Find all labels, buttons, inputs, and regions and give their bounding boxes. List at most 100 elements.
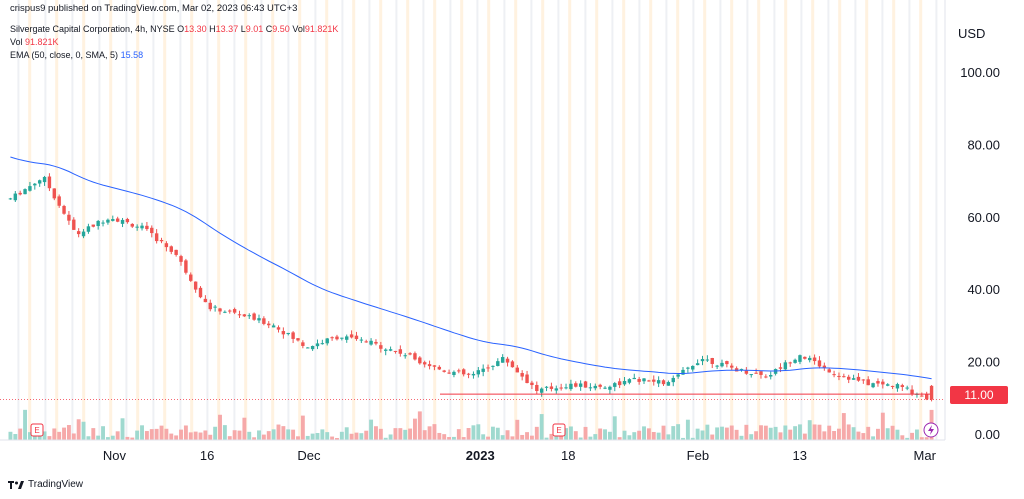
volume-bar [242, 417, 247, 440]
volume-bar [749, 434, 754, 440]
tradingview-footer[interactable]: TradingView [8, 479, 83, 490]
candle-body [554, 388, 558, 391]
volume-bar [593, 434, 598, 440]
volume-bar [403, 429, 408, 440]
candle-body [924, 394, 929, 400]
symbol-legend[interactable]: Silvergate Capital Corporation, 4h, NYSE… [10, 23, 338, 35]
volume-bar [252, 437, 257, 440]
candle-body [218, 308, 222, 312]
volume-bar [62, 427, 66, 440]
volume-bar [700, 430, 705, 440]
candle-body [76, 231, 81, 235]
volume-bar [681, 437, 685, 440]
session-stripe [784, 0, 788, 440]
svg-text:E: E [34, 426, 39, 435]
candle-body [583, 381, 588, 388]
volume-bar [807, 420, 812, 440]
candle-body [174, 249, 178, 255]
candle-body [345, 336, 349, 340]
volume-bar [257, 430, 261, 440]
volume-bar [427, 426, 432, 440]
volume-bar [339, 431, 344, 440]
y-tick-label: 80.00 [967, 137, 1000, 152]
volume-bar [261, 434, 266, 440]
candle-body [764, 376, 768, 378]
ema-legend[interactable]: EMA (50, close, 0, SMA, 5) 15.58 [10, 49, 143, 61]
candle-body [306, 347, 310, 349]
candle-body [759, 371, 763, 375]
candle-body [535, 384, 539, 391]
volume-bar [442, 434, 447, 440]
candle-body [150, 227, 154, 234]
y-tick-label: 100.00 [960, 65, 1000, 80]
candle-body [510, 361, 515, 368]
candle-body [744, 370, 749, 374]
volume-bar [13, 434, 18, 440]
candle-body [476, 370, 481, 375]
volume-bar [646, 428, 651, 440]
lightning-icon[interactable] [923, 422, 939, 438]
time-axis[interactable]: Nov 16 Dec 2023 18 Feb 13 Mar [103, 448, 937, 463]
volume-bar [607, 431, 612, 440]
session-stripe [730, 0, 734, 440]
ema-line [10, 156, 932, 380]
volume-bar [724, 427, 729, 440]
earnings-marker-e-1[interactable]: E [30, 423, 44, 437]
volume-bar [793, 426, 798, 440]
volume-bar [895, 429, 900, 440]
volume-bar [364, 430, 369, 440]
volume-bar [529, 435, 534, 440]
candle-body [817, 360, 822, 367]
candle-body [632, 377, 636, 380]
volume-legend[interactable]: Vol 91.821K [10, 36, 59, 48]
candle-body [749, 374, 753, 376]
volume-bar [369, 419, 374, 440]
candle-body [617, 381, 622, 386]
candle-body [885, 384, 890, 386]
volume-bar [110, 435, 115, 440]
earnings-marker-e-2[interactable]: E [552, 423, 566, 437]
volume-bar [359, 433, 364, 440]
candle-body [866, 379, 870, 386]
volume-bar [885, 428, 890, 440]
volume-bar [612, 416, 617, 440]
candle-body [549, 386, 554, 389]
volume-bar [568, 426, 573, 440]
price-axis[interactable]: 100.00 80.00 60.00 40.00 20.00 0.00 [960, 65, 1000, 442]
candle-body [739, 368, 744, 370]
x-tick-label: 18 [561, 448, 575, 463]
candle-body [252, 313, 256, 320]
candle-body [778, 367, 783, 369]
volume-bar [841, 413, 846, 440]
candle-body [52, 188, 57, 199]
session-stripe [82, 0, 86, 440]
volume-indicator-label: Vol [10, 37, 23, 47]
session-stripe [611, 0, 614, 440]
candle-body [81, 231, 86, 237]
candle-body [710, 358, 714, 364]
volume-bar [573, 431, 578, 440]
candle-body [374, 341, 378, 344]
session-stripe [298, 0, 302, 440]
session-stripe [557, 0, 560, 440]
volume-bar [437, 432, 442, 440]
candle-body [486, 367, 490, 369]
volume-value: 91.821K [304, 24, 339, 34]
volume-bar [451, 436, 456, 440]
volume-bar [685, 419, 690, 440]
volume-bar [802, 433, 807, 440]
session-stripe [98, 0, 101, 440]
candle-body [335, 336, 339, 340]
volume-bar [622, 430, 627, 440]
volume-bar [266, 431, 271, 440]
volume-bar [890, 425, 895, 440]
volume-bar [515, 419, 520, 440]
candle-body [228, 310, 232, 312]
volume-bar [817, 424, 822, 440]
session-stripe [676, 0, 680, 440]
session-stripe [287, 0, 290, 440]
volume-bar [37, 433, 42, 440]
candle-body [822, 365, 827, 368]
candle-body [349, 334, 354, 338]
